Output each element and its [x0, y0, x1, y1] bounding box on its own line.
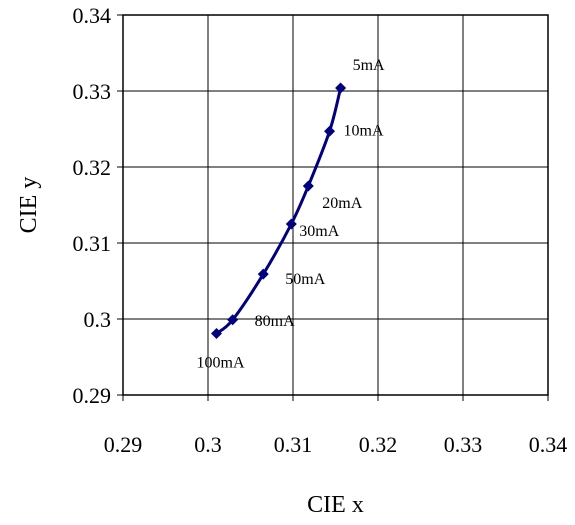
y-tick-label: 0.3: [84, 307, 112, 332]
data-label: 10mA: [344, 122, 384, 139]
x-tick-label: 0.32: [359, 432, 398, 457]
y-tick-label: 0.33: [73, 79, 112, 104]
data-point-marker: [211, 327, 222, 339]
y-tick-label: 0.29: [73, 383, 112, 408]
x-axis-title: CIE x: [307, 492, 364, 518]
y-tick-label: 0.32: [73, 155, 112, 180]
y-tick-label: 0.31: [73, 231, 112, 256]
data-label: 20mA: [322, 195, 362, 212]
plot-frame: [122, 14, 549, 396]
data-label: 5mA: [353, 57, 385, 74]
tick-label-layer: 0.29 0.3 0.31 0.32 0.33 0.34 0.29 0.3 0.31 0.32 0.…: [73, 3, 568, 457]
marker-layer: [211, 82, 347, 339]
x-tick-label: 0.34: [529, 432, 568, 457]
x-tick-label: 0.33: [444, 432, 483, 457]
data-point-marker: [227, 314, 239, 326]
data-label: 50mA: [285, 271, 325, 288]
data-point-marker: [302, 180, 314, 192]
y-tick-label: 0.34: [73, 3, 112, 28]
data-point-marker: [324, 125, 336, 137]
y-axis-title: CIE y: [16, 177, 42, 234]
x-tick-label: 0.31: [274, 432, 313, 457]
data-label-layer: 5mA 10mA 20mA 30mA 50mA 80mA 100mA: [197, 57, 386, 371]
data-point-marker: [257, 268, 269, 280]
data-label: 80mA: [255, 313, 295, 330]
data-label: 30mA: [299, 223, 339, 240]
x-tick-label: 0.29: [104, 432, 143, 457]
data-point-marker: [285, 218, 297, 230]
x-tick-label: 0.3: [194, 432, 222, 457]
data-point-marker: [335, 82, 347, 94]
data-label: 100mA: [197, 354, 245, 371]
